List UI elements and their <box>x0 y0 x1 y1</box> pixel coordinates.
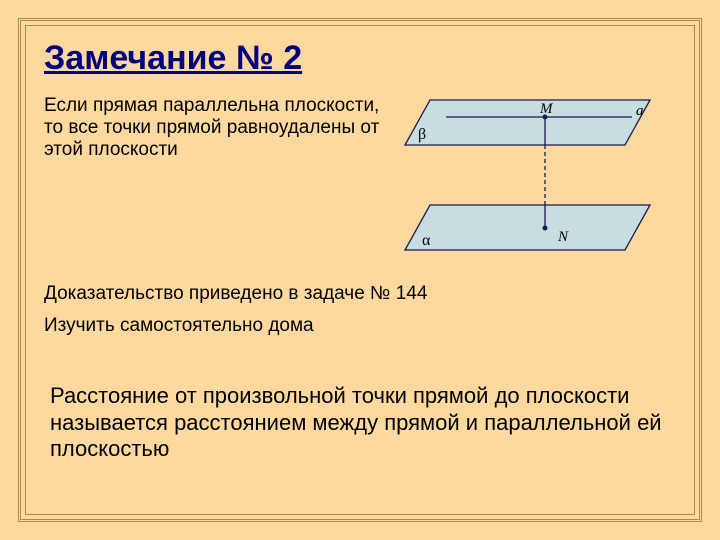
study-note: Изучить самостоятельно дома <box>44 315 676 337</box>
svg-text:β: β <box>418 126 426 143</box>
outer-frame: Замечание № 2 Если прямая параллельна пл… <box>18 18 702 522</box>
planes-diagram: Ma β Nα <box>400 95 660 265</box>
svg-text:α: α <box>422 232 431 249</box>
slide-title: Замечание № 2 <box>44 40 676 77</box>
theorem-text: Если прямая параллельна плоскости, то вс… <box>44 95 384 161</box>
svg-text:a: a <box>636 103 644 119</box>
top-row: Если прямая параллельна плоскости, то вс… <box>44 95 676 265</box>
proof-reference: Доказательство приведено в задаче № 144 <box>44 283 676 305</box>
inner-frame: Замечание № 2 Если прямая параллельна пл… <box>25 25 695 515</box>
svg-text:M: M <box>539 101 554 117</box>
definition-text: Расстояние от произвольной точки прямой … <box>44 383 676 462</box>
diagram-container: Ma β Nα <box>400 95 676 265</box>
svg-text:N: N <box>557 229 569 245</box>
